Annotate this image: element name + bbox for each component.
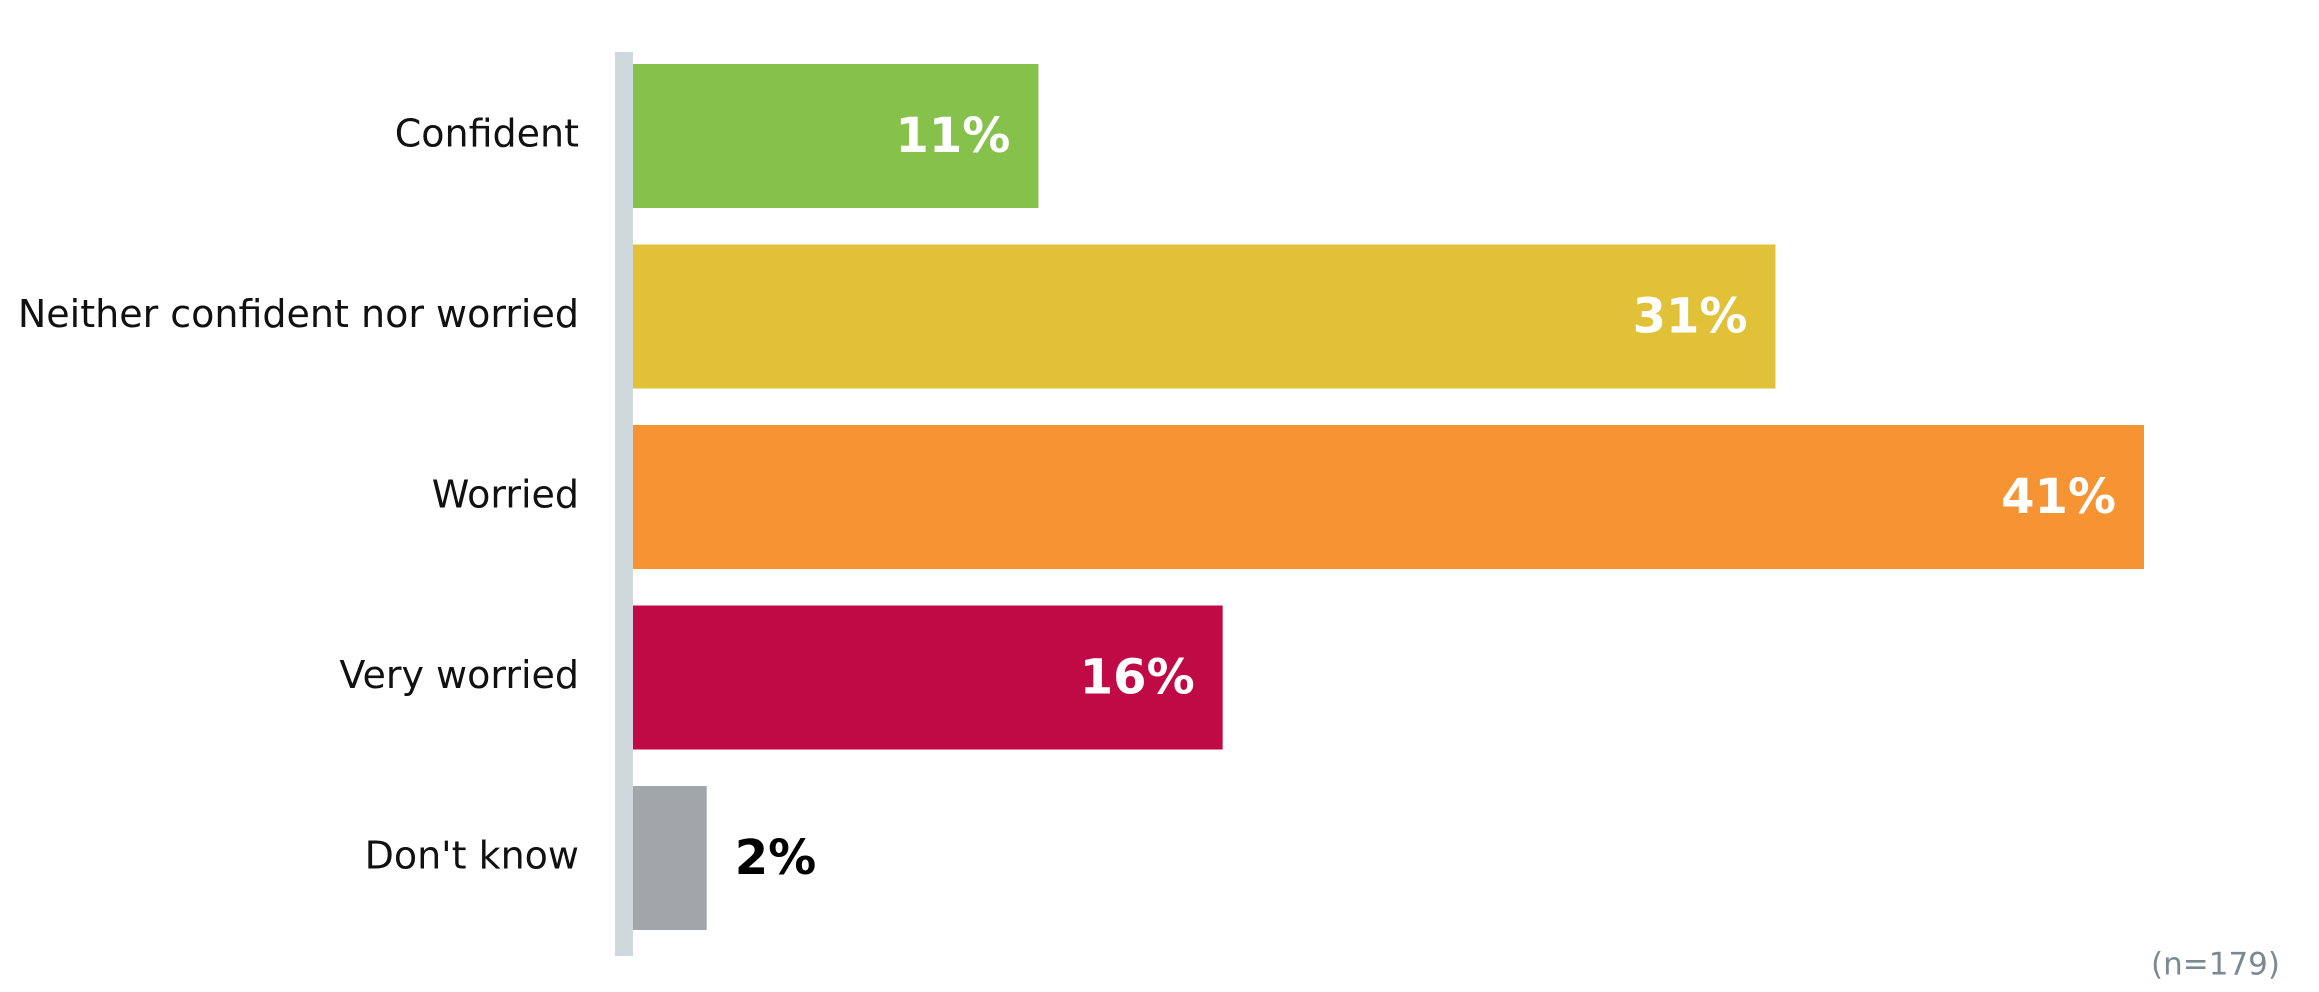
bar — [633, 605, 1223, 750]
value-label: 2% — [735, 830, 817, 886]
category-label: Worried — [432, 473, 579, 517]
category-label: Confident — [395, 112, 579, 156]
value-label: 16% — [1080, 650, 1195, 706]
bar — [633, 64, 1039, 208]
value-label: 11% — [895, 108, 1010, 164]
bar — [633, 244, 1776, 389]
value-label: 41% — [2001, 469, 2116, 525]
bar — [633, 425, 2144, 569]
value-label: 31% — [1633, 289, 1748, 345]
sample-note: (n=179) — [2151, 947, 2280, 983]
bar — [633, 786, 707, 930]
axis-line — [615, 52, 633, 956]
category-label: Don't know — [365, 834, 579, 878]
category-label: Neither confident nor worried — [18, 292, 579, 336]
category-label: Very worried — [339, 653, 579, 697]
